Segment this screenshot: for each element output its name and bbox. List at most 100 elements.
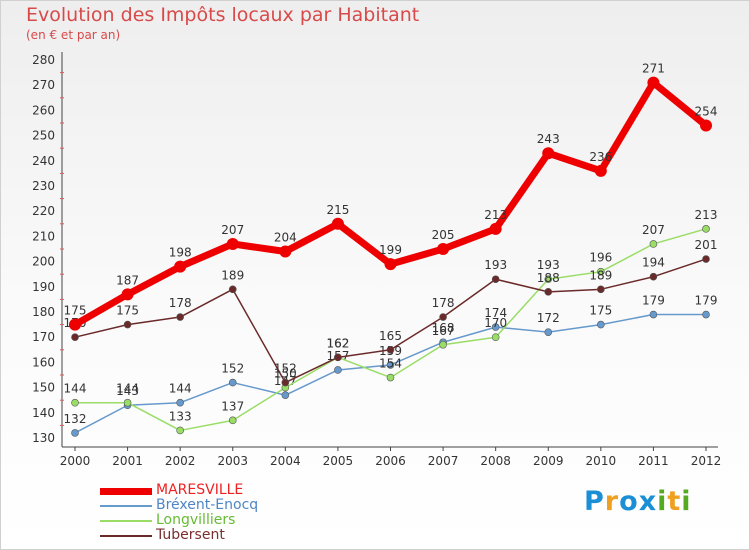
data-point — [647, 76, 660, 89]
data-label: 236 — [589, 150, 612, 164]
data-point — [174, 260, 187, 273]
y-tick-label: 190 — [32, 280, 55, 294]
data-label: 193 — [484, 258, 507, 272]
data-label: 179 — [642, 294, 665, 308]
data-point — [281, 378, 290, 387]
chart-subtitle: (en € et par an) — [26, 28, 121, 42]
data-label: 271 — [642, 62, 665, 76]
data-point — [123, 398, 132, 407]
data-point — [491, 275, 500, 284]
x-tick-label: 2000 — [60, 454, 91, 468]
legend-label: Longvilliers — [156, 512, 236, 528]
data-label: 152 — [221, 362, 244, 376]
x-tick-label: 2008 — [480, 454, 511, 468]
x-tick-label: 2004 — [270, 454, 301, 468]
data-point — [700, 119, 712, 132]
data-label: 199 — [379, 243, 402, 257]
data-label: 165 — [379, 329, 402, 343]
data-point — [331, 217, 344, 230]
data-point — [649, 310, 658, 319]
data-label: 204 — [274, 231, 297, 245]
legend-label: MARESVILLE — [156, 482, 244, 498]
data-label: 254 — [695, 105, 718, 119]
data-point — [71, 333, 79, 342]
data-label: 243 — [537, 132, 560, 146]
data-label: 201 — [695, 238, 718, 252]
data-point — [228, 378, 237, 387]
data-label: 170 — [484, 316, 507, 330]
data-point — [491, 323, 500, 331]
data-label: 194 — [642, 256, 665, 270]
data-label: 162 — [326, 336, 349, 350]
data-label: 132 — [64, 412, 87, 426]
x-tick-label: 2012 — [691, 454, 722, 468]
y-tick-label: 160 — [32, 355, 55, 369]
legend-swatch — [100, 505, 152, 507]
data-point — [386, 345, 395, 354]
y-tick-label: 230 — [32, 179, 55, 193]
x-tick-label: 2009 — [533, 454, 564, 468]
data-point — [228, 416, 237, 425]
x-tick-label: 2002 — [165, 454, 196, 468]
data-label: 187 — [116, 273, 139, 287]
proxiti-logo: Proxiti — [584, 486, 692, 517]
data-label: 215 — [326, 203, 349, 217]
data-point — [176, 426, 184, 435]
logo-letter: r — [604, 486, 620, 517]
data-label: 213 — [484, 208, 507, 222]
data-point — [176, 398, 184, 407]
logo-letter: t — [667, 486, 682, 517]
data-point — [702, 255, 710, 263]
data-label: 193 — [537, 258, 560, 272]
y-tick-label: 130 — [32, 431, 55, 445]
data-point — [597, 320, 605, 329]
data-point — [439, 340, 447, 349]
series-line — [71, 79, 710, 329]
series-maresville: 175 187 198 207 204 215 199 205 213 243 236 271 254 — [64, 62, 718, 331]
data-point — [544, 328, 553, 336]
data-label: 174 — [484, 306, 507, 320]
data-point — [649, 240, 658, 248]
data-point — [281, 391, 290, 399]
data-label: 207 — [221, 223, 244, 237]
logo-letter: i — [681, 486, 692, 517]
data-point — [334, 366, 342, 374]
data-label: 213 — [695, 208, 718, 222]
data-point — [702, 310, 710, 319]
y-tick-label: 280 — [32, 53, 55, 67]
y-tick-label: 260 — [32, 103, 55, 117]
legend-swatch — [100, 520, 152, 522]
data-point — [542, 147, 555, 160]
data-label: 162 — [326, 336, 349, 350]
data-point — [279, 245, 292, 258]
data-point — [491, 333, 500, 342]
data-point — [226, 237, 239, 250]
data-label: 207 — [642, 223, 665, 237]
x-tick-label: 2006 — [375, 454, 406, 468]
series-longvilliers: 144 144 133 137 150 162 154 167 170 193 196 207 213 — [64, 208, 718, 435]
data-point — [386, 373, 395, 382]
data-point — [123, 320, 132, 329]
x-tick-label: 2001 — [112, 454, 143, 468]
data-label: 175 — [589, 304, 612, 318]
data-point — [386, 361, 395, 369]
logo-letter: o — [619, 486, 639, 517]
legend-swatch — [100, 487, 152, 495]
data-label: 188 — [537, 271, 560, 285]
data-point — [71, 398, 79, 407]
data-label: 178 — [169, 296, 192, 310]
chart-title: Evolution des Impôts locaux par Habitant — [26, 4, 420, 26]
data-label: 137 — [221, 399, 244, 413]
data-label: 175 — [116, 304, 139, 318]
data-point — [334, 353, 342, 362]
y-tick-label: 200 — [32, 255, 55, 269]
data-point — [384, 258, 397, 271]
data-label: 172 — [537, 311, 560, 325]
x-tick-label: 2010 — [586, 454, 617, 468]
data-point — [597, 285, 605, 294]
data-label: 152 — [274, 362, 297, 376]
data-point — [69, 318, 81, 331]
data-label: 189 — [221, 268, 244, 282]
x-tick-label: 2007 — [428, 454, 459, 468]
